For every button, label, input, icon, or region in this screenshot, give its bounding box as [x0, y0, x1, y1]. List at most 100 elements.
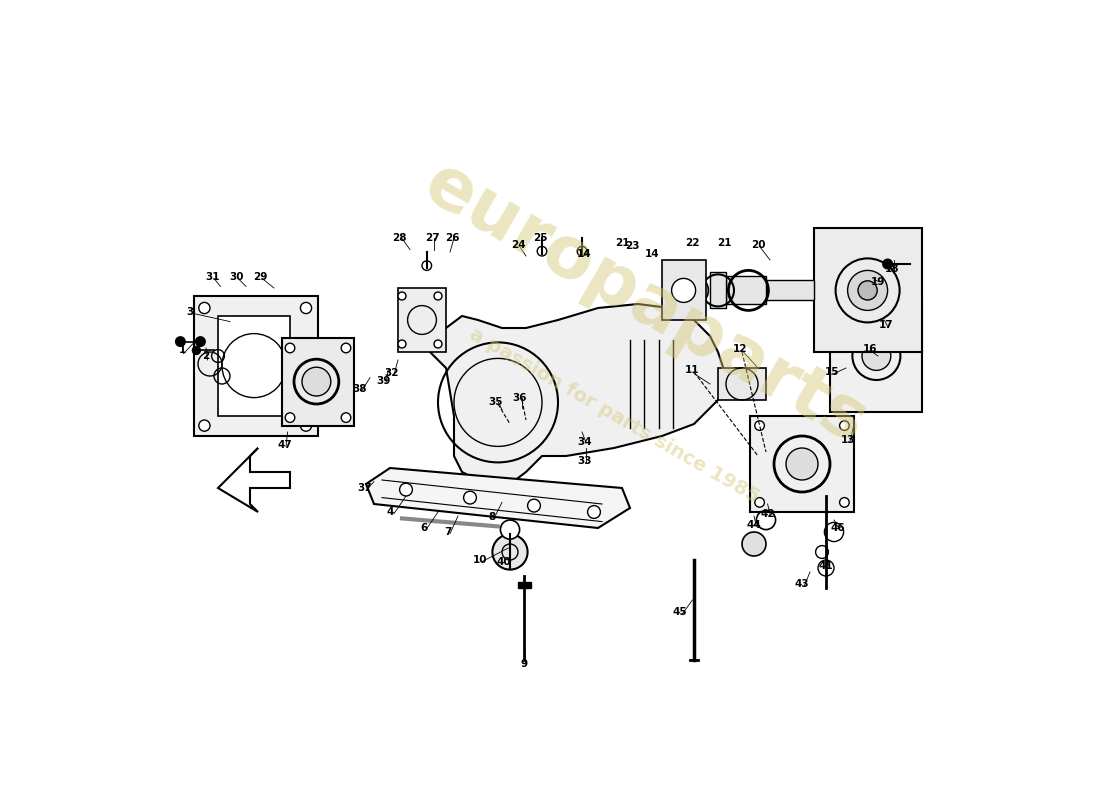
Circle shape [528, 499, 540, 512]
Text: 31: 31 [205, 272, 220, 282]
Circle shape [815, 546, 828, 558]
Circle shape [672, 278, 695, 302]
Circle shape [587, 506, 601, 518]
Text: 10: 10 [472, 555, 487, 565]
Text: 27: 27 [425, 233, 440, 242]
Text: 20: 20 [750, 240, 766, 250]
Bar [750, 416, 854, 512]
Circle shape [422, 261, 431, 270]
Circle shape [434, 340, 442, 348]
Circle shape [680, 276, 708, 305]
Text: 37: 37 [358, 483, 372, 493]
Bar [518, 582, 531, 588]
Text: 19: 19 [871, 278, 886, 287]
Text: 46: 46 [830, 523, 845, 533]
Text: 32: 32 [384, 368, 399, 378]
Circle shape [862, 342, 891, 370]
Text: 42: 42 [760, 509, 774, 518]
Text: 24: 24 [510, 240, 526, 250]
Circle shape [578, 246, 586, 256]
Text: 38: 38 [352, 384, 367, 394]
Polygon shape [366, 468, 630, 528]
Circle shape [341, 413, 351, 422]
Circle shape [434, 292, 442, 300]
Circle shape [199, 420, 210, 431]
Circle shape [199, 302, 210, 314]
Text: 1: 1 [178, 346, 186, 355]
Bar [218, 316, 290, 416]
Text: 43: 43 [794, 579, 810, 589]
Text: 35: 35 [488, 397, 503, 406]
Text: 15: 15 [824, 367, 839, 377]
Circle shape [755, 421, 764, 430]
Text: 13: 13 [842, 435, 856, 445]
Text: 28: 28 [393, 233, 407, 242]
Bar [766, 280, 814, 300]
Circle shape [176, 337, 185, 346]
Text: 36: 36 [513, 393, 527, 402]
Text: 8: 8 [488, 512, 496, 522]
Circle shape [300, 420, 311, 431]
Text: 14: 14 [578, 249, 592, 258]
Bar [814, 228, 922, 352]
Circle shape [285, 413, 295, 422]
Circle shape [818, 560, 834, 576]
Text: 22: 22 [685, 238, 700, 248]
Bar [398, 288, 446, 352]
Text: 29: 29 [253, 272, 267, 282]
Text: 30: 30 [229, 272, 244, 282]
Text: 18: 18 [886, 264, 900, 274]
Bar [282, 338, 354, 426]
Circle shape [786, 448, 818, 480]
Text: 9: 9 [520, 659, 528, 669]
Text: 16: 16 [862, 344, 878, 354]
Text: 4: 4 [386, 507, 394, 517]
Text: 3: 3 [186, 307, 194, 317]
Circle shape [858, 281, 877, 300]
Text: 14: 14 [645, 249, 660, 258]
Circle shape [196, 337, 206, 346]
Text: 21: 21 [615, 238, 629, 248]
Circle shape [839, 421, 849, 430]
Polygon shape [218, 448, 290, 512]
Circle shape [463, 491, 476, 504]
Polygon shape [430, 304, 726, 484]
Text: 2: 2 [202, 351, 210, 361]
Circle shape [755, 498, 764, 507]
Text: 45: 45 [672, 607, 686, 617]
Bar [830, 300, 922, 412]
Text: a passion for parts since 1985: a passion for parts since 1985 [465, 325, 762, 507]
Text: 40: 40 [496, 557, 510, 566]
Circle shape [883, 259, 892, 269]
Text: 41: 41 [818, 561, 834, 570]
Bar [710, 272, 726, 308]
Circle shape [398, 292, 406, 300]
Circle shape [192, 346, 200, 354]
Circle shape [537, 246, 547, 256]
Circle shape [742, 532, 766, 556]
Text: 47: 47 [277, 440, 292, 450]
Text: 39: 39 [376, 376, 390, 386]
Bar [718, 368, 766, 400]
Circle shape [300, 302, 311, 314]
Text: 6: 6 [420, 523, 427, 533]
Circle shape [500, 520, 519, 539]
Circle shape [839, 498, 849, 507]
Text: 25: 25 [534, 233, 548, 242]
Text: europaparts: europaparts [412, 149, 880, 459]
Text: 11: 11 [685, 366, 700, 375]
Bar [194, 296, 318, 436]
Text: 12: 12 [733, 344, 748, 354]
Circle shape [302, 367, 331, 396]
Text: 34: 34 [578, 437, 592, 446]
Circle shape [341, 343, 351, 353]
Text: 26: 26 [446, 233, 460, 242]
Text: 21: 21 [717, 238, 732, 248]
Circle shape [398, 340, 406, 348]
Text: 33: 33 [578, 456, 592, 466]
Circle shape [493, 534, 528, 570]
Text: 17: 17 [879, 320, 893, 330]
Text: 44: 44 [747, 520, 761, 530]
Bar [662, 260, 706, 320]
Circle shape [399, 483, 412, 496]
